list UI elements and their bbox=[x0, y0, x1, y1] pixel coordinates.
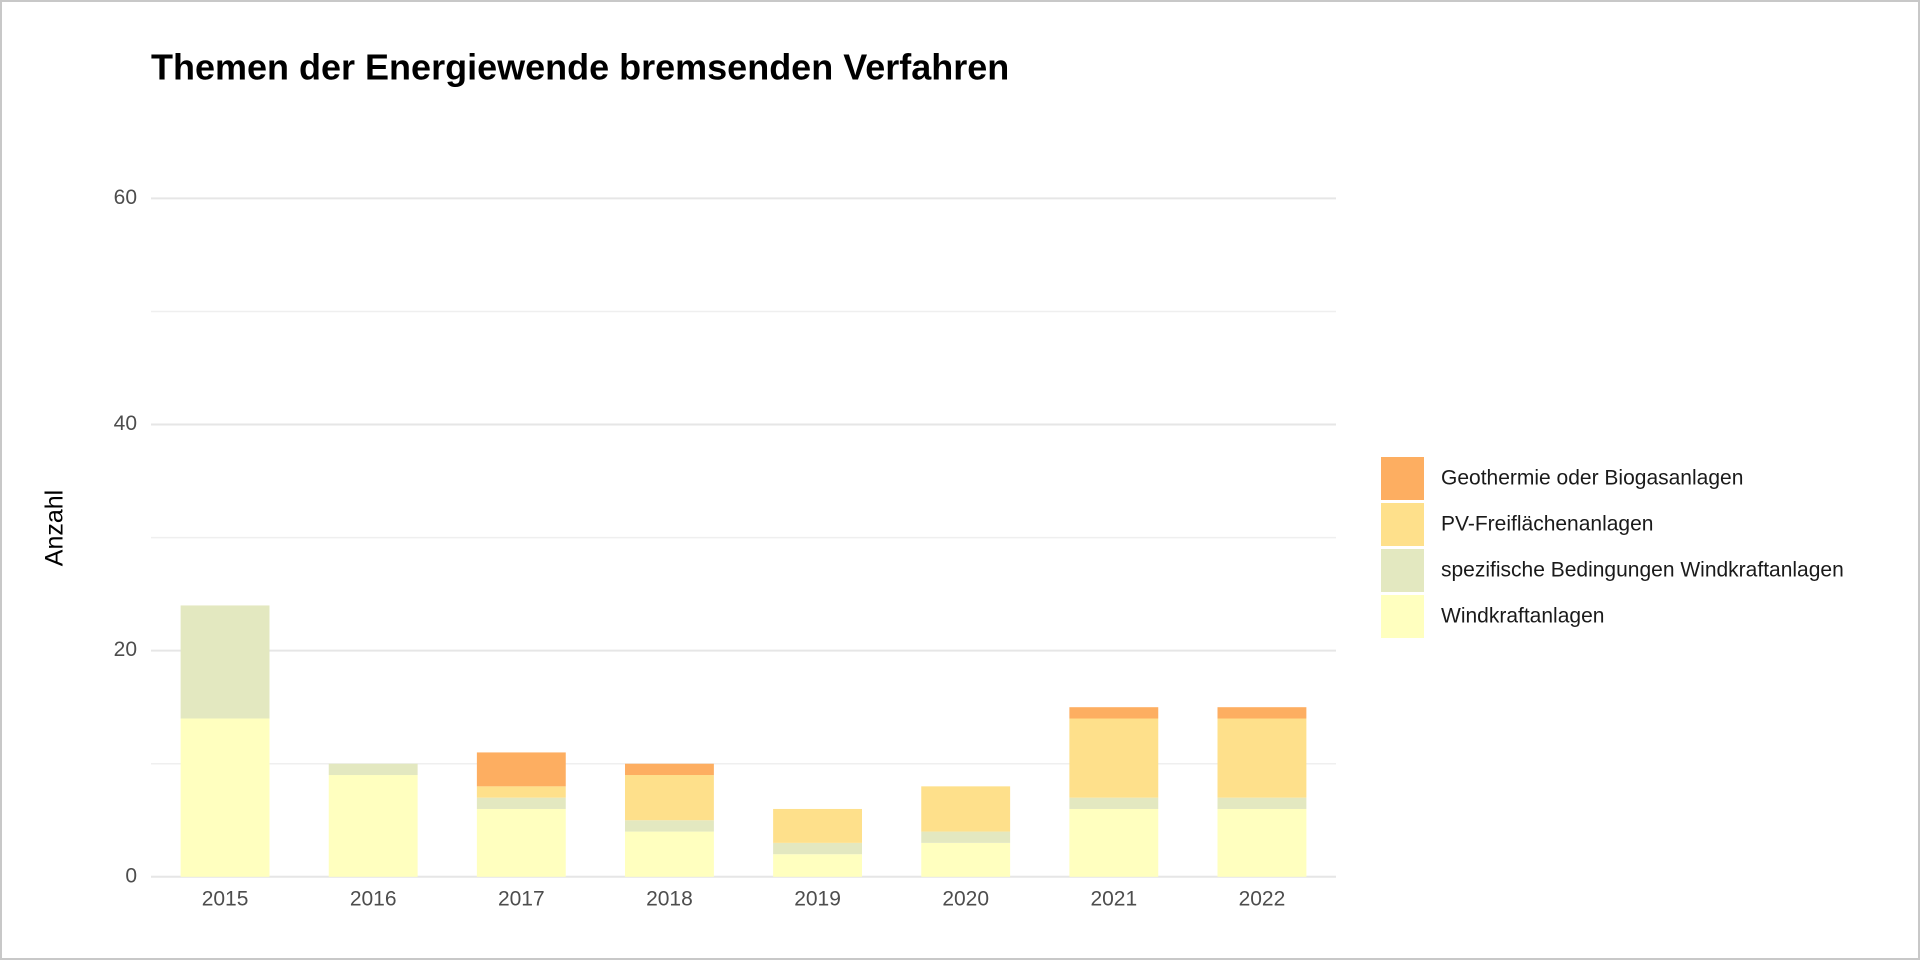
bar-segment bbox=[921, 842, 1011, 877]
x-tick-label: 2015 bbox=[202, 887, 249, 910]
bar-segment bbox=[476, 797, 566, 809]
bar-segment bbox=[921, 831, 1011, 843]
x-tick-label: 2018 bbox=[646, 887, 693, 910]
bar-segment bbox=[1069, 808, 1159, 877]
y-axis-title: Anzahl bbox=[41, 490, 69, 566]
x-tick-label: 2020 bbox=[942, 887, 989, 910]
bar-segment bbox=[773, 808, 862, 843]
x-tick-label: 2016 bbox=[350, 887, 397, 910]
bar-segment bbox=[1069, 718, 1159, 798]
y-tick-label: 0 bbox=[125, 864, 137, 887]
legend-label: Windkraftanlagen bbox=[1441, 605, 1604, 628]
chart-title: Themen der Energiewende bremsenden Verfa… bbox=[151, 47, 1009, 88]
bar-segment bbox=[476, 808, 566, 877]
bar-segment bbox=[476, 752, 566, 787]
bar-segment bbox=[921, 786, 1011, 832]
legend-label: PV-Freiflächenanlagen bbox=[1441, 513, 1653, 536]
bar-segment bbox=[1217, 707, 1307, 719]
y-tick-label: 40 bbox=[114, 412, 137, 435]
bar-segment bbox=[1217, 797, 1307, 809]
bar-segment bbox=[328, 763, 418, 776]
bar-segment bbox=[1069, 797, 1159, 809]
bar-segment bbox=[328, 775, 418, 877]
bar-segment bbox=[625, 775, 714, 821]
y-tick-label: 60 bbox=[114, 186, 137, 209]
legend-label: spezifische Bedingungen Windkraftanlagen bbox=[1441, 559, 1844, 582]
legend-swatch bbox=[1381, 595, 1424, 638]
legend-swatch bbox=[1381, 457, 1424, 500]
y-tick-label: 20 bbox=[114, 638, 137, 661]
x-tick-label: 2022 bbox=[1239, 887, 1286, 910]
bar-segment bbox=[625, 831, 714, 877]
bar-segment bbox=[180, 605, 270, 719]
legend-swatch bbox=[1381, 503, 1424, 546]
bar-segment bbox=[1217, 808, 1307, 877]
bar-segment bbox=[773, 854, 862, 877]
bar-segment bbox=[773, 842, 862, 855]
bar-segment bbox=[1069, 707, 1159, 719]
bar-segment bbox=[625, 820, 714, 832]
legend-label: Geothermie oder Biogasanlagen bbox=[1441, 467, 1743, 490]
x-tick-label: 2017 bbox=[498, 887, 545, 910]
bar-segment bbox=[625, 763, 714, 776]
bar-segment bbox=[180, 718, 270, 877]
legend-swatch bbox=[1381, 549, 1424, 592]
bar-segment bbox=[476, 786, 566, 798]
x-tick-label: 2021 bbox=[1090, 887, 1137, 910]
x-tick-label: 2019 bbox=[794, 887, 841, 910]
bar-segment bbox=[1217, 718, 1307, 798]
